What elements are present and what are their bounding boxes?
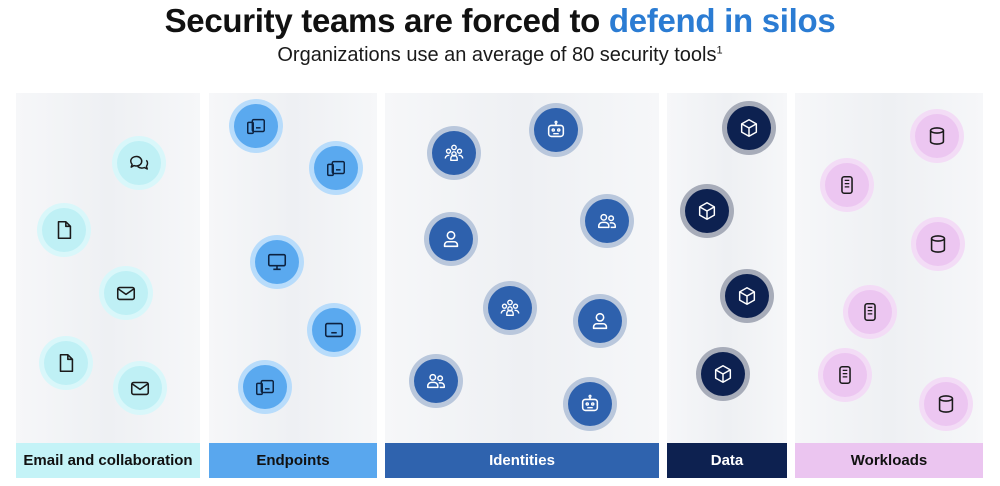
category-label: Data [667, 443, 787, 478]
bubble [529, 103, 583, 157]
subtitle-text: Organizations use an average of 80 secur… [277, 44, 717, 66]
tablet-icon [323, 319, 345, 341]
bubble [409, 354, 463, 408]
bubble [307, 303, 361, 357]
bubble [919, 377, 973, 431]
cube-icon [738, 117, 760, 139]
devices-icon [245, 115, 267, 137]
page-title: Security teams are forced to defend in s… [0, 2, 1000, 40]
bubble [483, 281, 537, 335]
cube-icon [712, 363, 734, 385]
bubble [720, 269, 774, 323]
bubble [250, 235, 304, 289]
footnote-mark: 1 [716, 44, 723, 57]
phone-icon [836, 174, 858, 196]
panel-endpoints: Endpoints [209, 93, 377, 478]
bubble [309, 141, 363, 195]
bubble [238, 360, 292, 414]
monitor-icon [266, 251, 288, 273]
bubble [99, 266, 153, 320]
category-label: Identities [385, 443, 659, 478]
bubble [573, 294, 627, 348]
person-icon [589, 310, 611, 332]
page-subtitle: Organizations use an average of 80 secur… [0, 44, 1000, 67]
panel-identities: Identities [385, 93, 659, 478]
bubble [229, 99, 283, 153]
bubble [113, 361, 167, 415]
bubble [820, 158, 874, 212]
category-label: Endpoints [209, 443, 377, 478]
title-highlight: defend in silos [608, 2, 836, 39]
people-icon [425, 370, 447, 392]
bubble [818, 348, 872, 402]
bot-icon [579, 393, 601, 415]
chat-icon [128, 152, 150, 174]
panel-workloads: Workloads [795, 93, 983, 478]
bot-icon [545, 119, 567, 141]
people-icon [596, 210, 618, 232]
bubble [424, 212, 478, 266]
phone-icon [859, 301, 881, 323]
phone-icon [834, 364, 856, 386]
bubble [680, 184, 734, 238]
document-icon [55, 352, 77, 374]
bubble [37, 203, 91, 257]
database-icon [935, 393, 957, 415]
bubble [580, 194, 634, 248]
database-icon [926, 125, 948, 147]
database-icon [927, 233, 949, 255]
document-icon [53, 219, 75, 241]
panel-email-collaboration: Email and collaboration [16, 93, 200, 478]
devices-icon [254, 376, 276, 398]
bubble [696, 347, 750, 401]
group-icon [499, 297, 521, 319]
category-label: Workloads [795, 443, 983, 478]
mail-icon [115, 282, 137, 304]
category-label: Email and collaboration [16, 443, 200, 478]
cube-icon [736, 285, 758, 307]
bubble [722, 101, 776, 155]
bubble [112, 136, 166, 190]
group-icon [443, 142, 465, 164]
mail-icon [129, 377, 151, 399]
panel-data: Data [667, 93, 787, 478]
cube-icon [696, 200, 718, 222]
bubble [39, 336, 93, 390]
person-icon [440, 228, 462, 250]
devices-icon [325, 157, 347, 179]
bubble [910, 109, 964, 163]
bubble [843, 285, 897, 339]
bubble [563, 377, 617, 431]
bubble [911, 217, 965, 271]
bubble [427, 126, 481, 180]
title-plain: Security teams are forced to [164, 2, 609, 39]
